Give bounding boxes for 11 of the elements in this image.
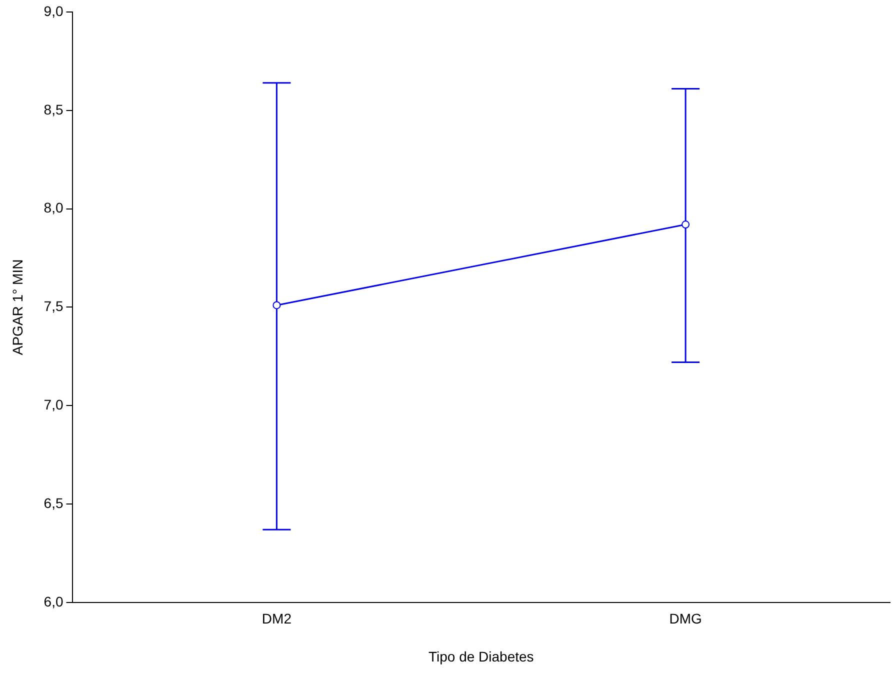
x-tick-label: DMG: [669, 610, 702, 627]
y-tick-label: 8,5: [44, 101, 64, 118]
y-tick-label: 8,0: [44, 200, 64, 216]
y-tick-label: 9,0: [44, 2, 64, 19]
x-axis-title: Tipo de Diabetes: [428, 648, 534, 664]
y-axis-title: APGAR 1° MIN: [9, 259, 26, 356]
y-tick-label: 6,0: [44, 593, 64, 610]
y-tick-label: 7,5: [44, 298, 64, 314]
y-tick-label: 6,5: [44, 494, 64, 511]
x-tick-label: DM2: [262, 610, 292, 627]
y-tick-label: 7,0: [44, 396, 64, 412]
